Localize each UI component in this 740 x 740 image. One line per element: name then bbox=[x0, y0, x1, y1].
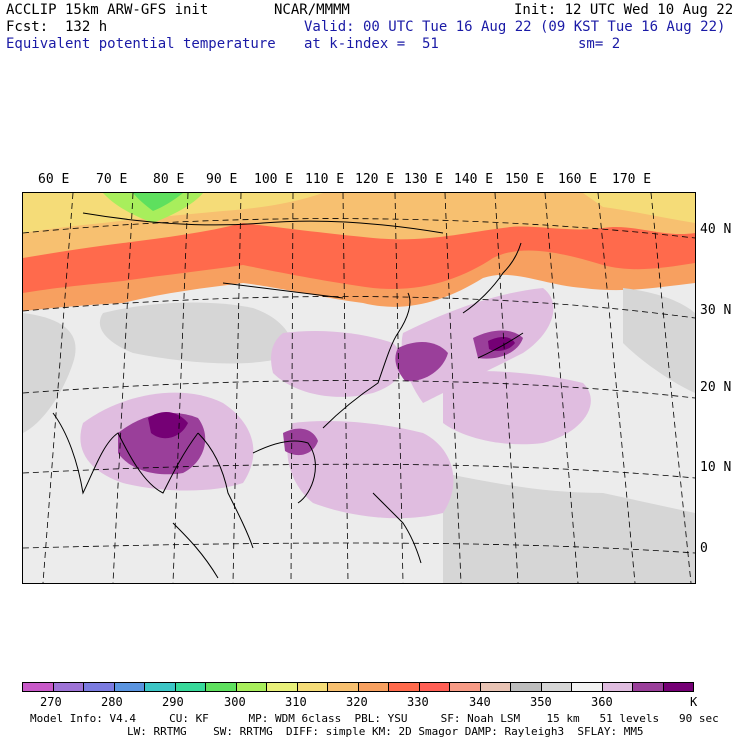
colorbar-swatch bbox=[418, 683, 449, 691]
lon-label-130e: 130 E bbox=[404, 172, 444, 187]
lon-label-110e: 110 E bbox=[305, 172, 345, 187]
colorbar-tick: 290 bbox=[162, 695, 184, 709]
west-gray-region bbox=[23, 313, 76, 433]
lon-label-70e: 70 E bbox=[96, 172, 128, 187]
center-name: NCAR/MMMM bbox=[274, 2, 350, 18]
colorbar-tick: 360 bbox=[591, 695, 613, 709]
lon-label-60e: 60 E bbox=[38, 172, 70, 187]
colorbar-tick: 310 bbox=[285, 695, 307, 709]
lon-label-90e: 90 E bbox=[206, 172, 238, 187]
lon-label-120e: 120 E bbox=[355, 172, 395, 187]
smoothing-info: sm= 2 bbox=[578, 36, 621, 52]
colorbar-tick: 350 bbox=[530, 695, 552, 709]
colorbar-tick: 330 bbox=[407, 695, 429, 709]
model-title: ACCLIP 15km ARW-GFS init bbox=[6, 2, 209, 18]
theta-e-map bbox=[22, 192, 696, 584]
colorbar-tick: 300 bbox=[224, 695, 246, 709]
colorbar-swatch bbox=[235, 683, 266, 691]
colorbar-swatch bbox=[266, 683, 297, 691]
high-theta-cores bbox=[118, 330, 523, 475]
colorbar-swatch bbox=[23, 683, 53, 691]
lon-label-170e: 170 E bbox=[612, 172, 652, 187]
level-info: at k-index = 51 bbox=[304, 36, 439, 52]
forecast-hour: Fcst: 132 h bbox=[6, 19, 108, 35]
colorbar-swatch bbox=[632, 683, 663, 691]
colorbar-swatch bbox=[52, 683, 83, 691]
lat-label-0: 0 bbox=[700, 541, 708, 556]
colorbar-swatch bbox=[601, 683, 632, 691]
valid-time: Valid: 00 UTC Tue 16 Aug 22 (09 KST Tue … bbox=[304, 19, 726, 35]
lon-label-140e: 140 E bbox=[454, 172, 494, 187]
coastlines bbox=[52, 212, 524, 579]
colorbar-swatch bbox=[571, 683, 602, 691]
colorbar-swatch bbox=[479, 683, 510, 691]
colorbar-swatch bbox=[540, 683, 571, 691]
colorbar-tick: 270 bbox=[40, 695, 62, 709]
plateau-region bbox=[99, 302, 292, 364]
east-gray-region bbox=[623, 288, 695, 393]
lon-label-80e: 80 E bbox=[153, 172, 185, 187]
lat-label-30n: 30 N bbox=[700, 303, 732, 318]
colorbar-tick: 320 bbox=[346, 695, 368, 709]
colorbar-unit: K bbox=[690, 695, 698, 709]
lon-label-100e: 100 E bbox=[254, 172, 294, 187]
field-name: Equivalent potential temperature bbox=[6, 36, 276, 52]
init-time: Init: 12 UTC Wed 10 Aug 22 bbox=[514, 2, 734, 18]
colorbar-swatch bbox=[83, 683, 114, 691]
lon-label-150e: 150 E bbox=[505, 172, 545, 187]
colorbar-tick: 280 bbox=[101, 695, 123, 709]
colorbar-swatch bbox=[174, 683, 205, 691]
colorbar-swatch bbox=[113, 683, 144, 691]
lat-label-40n: 40 N bbox=[700, 222, 732, 237]
map-canvas bbox=[23, 193, 695, 583]
model-info-line-2: LW: RRTMG SW: RRTMG DIFF: simple KM: 2D … bbox=[127, 725, 644, 738]
lat-label-20n: 20 N bbox=[700, 380, 732, 395]
lon-label-160e: 160 E bbox=[558, 172, 598, 187]
colorbar bbox=[22, 682, 694, 692]
colorbar-swatch bbox=[327, 683, 358, 691]
colorbar-swatch bbox=[449, 683, 480, 691]
colorbar-swatch bbox=[510, 683, 541, 691]
colorbar-swatch bbox=[662, 683, 693, 691]
lat-label-10n: 10 N bbox=[700, 460, 732, 475]
graticule bbox=[23, 193, 695, 583]
colorbar-swatch bbox=[205, 683, 236, 691]
northern-warm-band bbox=[23, 193, 695, 311]
colorbar-swatch bbox=[388, 683, 419, 691]
colorbar-swatch bbox=[357, 683, 388, 691]
colorbar-swatch bbox=[296, 683, 327, 691]
colorbar-tick: 340 bbox=[469, 695, 491, 709]
colorbar-swatch bbox=[144, 683, 175, 691]
model-info-line-1: Model Info: V4.4 CU: KF MP: WDM 6class P… bbox=[30, 712, 719, 725]
